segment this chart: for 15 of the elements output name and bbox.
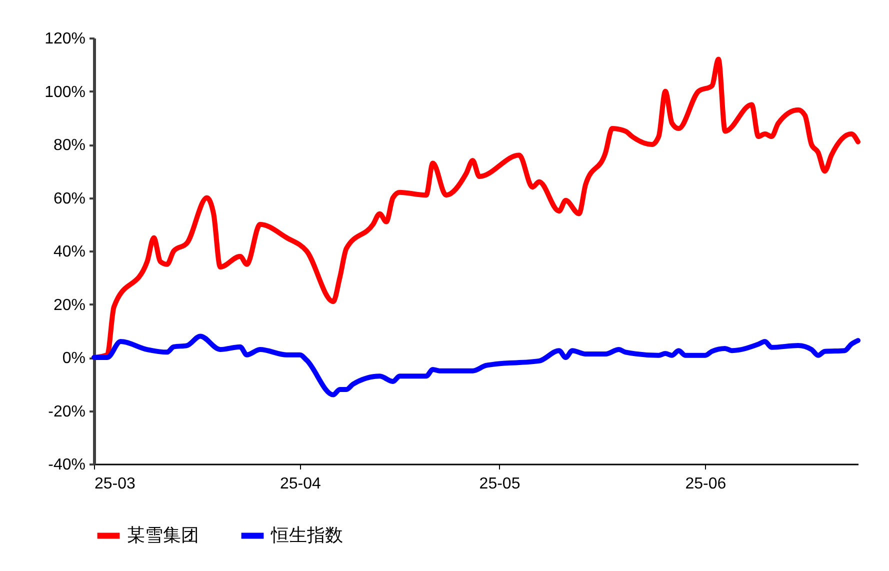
y-tick-label: 100% bbox=[44, 84, 86, 101]
y-tick-label: 0% bbox=[62, 350, 86, 367]
legend-label: 恒生指数 bbox=[270, 524, 343, 546]
x-tick-label: 25-03 bbox=[94, 476, 136, 492]
y-tick-label: 40% bbox=[53, 244, 86, 260]
y-tick-label: 80% bbox=[53, 137, 86, 154]
x-tick-label: 25-05 bbox=[479, 476, 520, 492]
x-tick-label: 25-04 bbox=[280, 476, 322, 492]
x-tick-label: 25-06 bbox=[685, 476, 726, 492]
y-tick-label: 120% bbox=[44, 30, 86, 48]
y-tick-label: -20% bbox=[48, 403, 86, 420]
y-tick-label: 20% bbox=[53, 296, 86, 314]
y-tick-label: -40% bbox=[48, 456, 86, 474]
y-tick-label: 60% bbox=[53, 190, 86, 208]
legend-label: 某雪集团 bbox=[127, 524, 199, 546]
